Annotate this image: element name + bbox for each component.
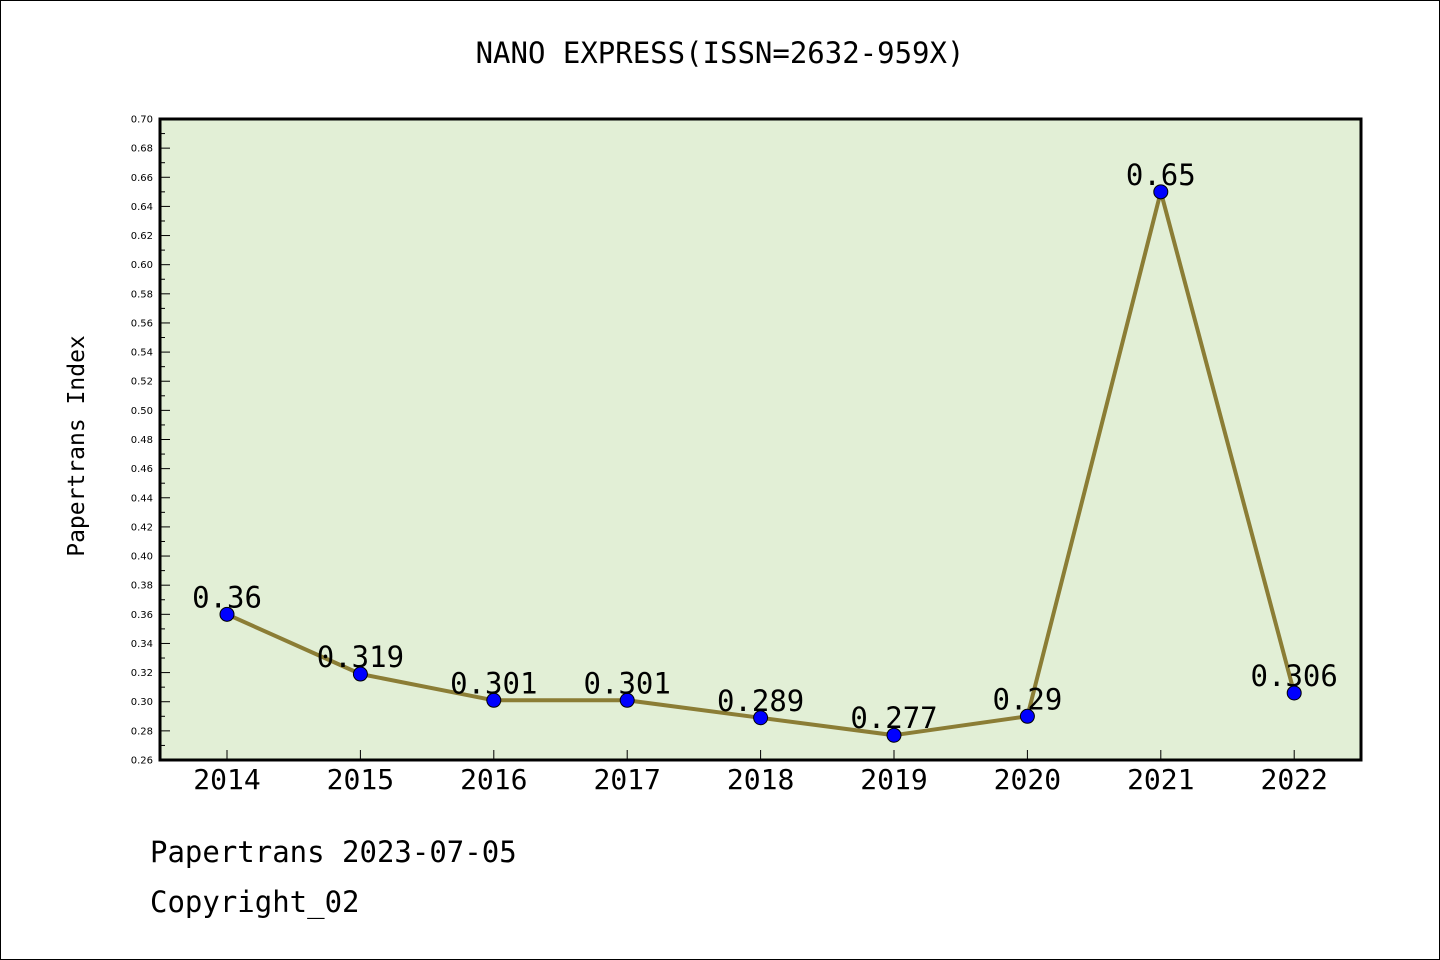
x-tick-label: 2017 — [593, 763, 660, 796]
y-tick-label: 0.30 — [131, 697, 153, 708]
x-tick-label: 2019 — [860, 763, 927, 796]
x-tick-label: 2014 — [193, 763, 260, 796]
y-tick-label: 0.70 — [131, 115, 153, 126]
y-tick-label: 0.28 — [131, 726, 153, 737]
y-tick-label: 0.58 — [131, 289, 153, 300]
y-axis: 0.26 0.28 0.30 0.32 0.34 0.36 0.38 0.40 0.42 0.44… — [131, 115, 170, 767]
footer-date: Papertrans 2023-07-05 — [150, 835, 517, 869]
data-point-2018 — [753, 710, 769, 726]
data-label-2020: 0.29 — [992, 682, 1062, 716]
y-tick-label: 0.66 — [131, 173, 153, 184]
data-label-2014: 0.36 — [192, 580, 262, 614]
y-tick-label: 0.54 — [131, 348, 153, 359]
data-label-2017: 0.301 — [584, 666, 671, 700]
y-tick-label: 0.26 — [131, 756, 153, 767]
data-point-2016 — [486, 692, 502, 708]
data-label-2022: 0.306 — [1251, 659, 1338, 693]
series-markers — [219, 184, 1302, 743]
data-label-2016: 0.301 — [450, 666, 537, 700]
x-tick-label: 2022 — [1260, 763, 1327, 796]
data-label-2015: 0.319 — [317, 640, 404, 674]
y-tick-label: 0.62 — [131, 231, 153, 242]
x-tick-label: 2020 — [994, 763, 1061, 796]
data-point-2019 — [886, 727, 902, 743]
x-tick-label: 2021 — [1127, 763, 1194, 796]
y-tick-label: 0.40 — [131, 552, 153, 563]
y-tick-label: 0.46 — [131, 464, 153, 475]
data-labels: 0.36 0.319 0.301 0.301 0.289 0.277 0.29 0.65 0.3… — [192, 158, 1338, 735]
y-tick-label: 0.60 — [131, 260, 153, 271]
data-point-2021 — [1153, 184, 1169, 200]
y-tick-label: 0.56 — [131, 318, 153, 329]
footer-copyright: Copyright_02 — [150, 885, 360, 919]
chart-title: NANO EXPRESS(ISSN=2632-959X) — [475, 36, 965, 70]
data-label-2019: 0.277 — [850, 701, 937, 735]
y-tick-label: 0.52 — [131, 377, 153, 388]
y-tick-label: 0.50 — [131, 406, 153, 417]
data-point-2020 — [1019, 708, 1035, 724]
y-tick-label: 0.44 — [131, 493, 153, 504]
y-axis-title: Papertrans Index — [64, 335, 90, 557]
y-tick-label: 0.68 — [131, 144, 153, 155]
data-point-2022 — [1286, 685, 1302, 701]
x-tick-label: 2016 — [460, 763, 527, 796]
plot-area — [160, 119, 1361, 760]
y-tick-label: 0.64 — [131, 202, 153, 213]
x-axis: 2014 2015 2016 2017 2018 2019 2020 2021 2022 — [193, 750, 1328, 796]
data-label-2021: 0.65 — [1126, 158, 1196, 192]
data-point-2017 — [619, 692, 635, 708]
plot-border — [158, 117, 1363, 762]
data-point-2014 — [219, 606, 235, 622]
y-tick-label: 0.34 — [131, 639, 153, 650]
y-tick-label: 0.48 — [131, 435, 153, 446]
x-tick-label: 2015 — [327, 763, 394, 796]
data-point-2015 — [352, 666, 368, 682]
y-tick-label: 0.38 — [131, 581, 153, 592]
x-tick-label: 2018 — [727, 763, 794, 796]
y-tick-label: 0.42 — [131, 522, 153, 533]
data-label-2018: 0.289 — [717, 684, 804, 718]
y-tick-label: 0.32 — [131, 668, 153, 679]
y-tick-label: 0.36 — [131, 610, 153, 621]
